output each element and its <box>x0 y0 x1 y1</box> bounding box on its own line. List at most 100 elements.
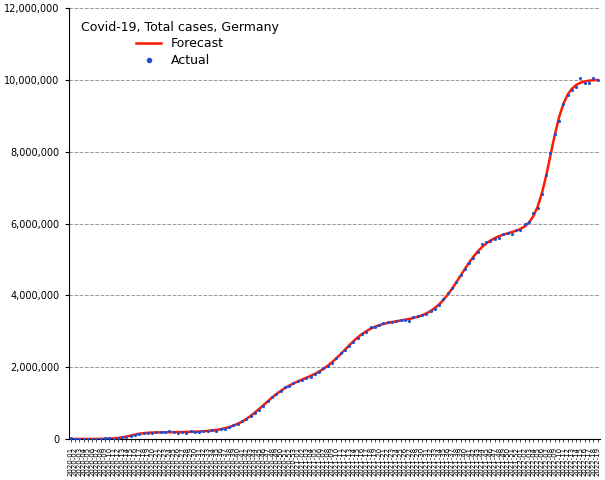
Point <box>426 307 436 315</box>
Legend: Forecast, Actual: Forecast, Actual <box>75 14 285 73</box>
Point <box>486 237 495 245</box>
Point <box>74 435 84 443</box>
Point <box>391 317 401 325</box>
Point <box>301 374 311 382</box>
Point <box>571 83 581 91</box>
Point <box>520 220 529 228</box>
Point <box>323 362 333 370</box>
Point <box>254 406 264 413</box>
Point <box>96 435 105 443</box>
Point <box>537 190 547 198</box>
Point <box>336 349 345 357</box>
Point <box>439 295 448 302</box>
Point <box>126 432 136 440</box>
Point <box>490 235 500 243</box>
Point <box>344 342 354 350</box>
Point <box>160 429 170 436</box>
Point <box>100 434 110 442</box>
Point <box>529 209 538 217</box>
Point <box>524 218 534 226</box>
Point <box>499 230 508 238</box>
Point <box>289 380 298 387</box>
Point <box>443 289 453 297</box>
Point <box>122 433 131 441</box>
Point <box>70 435 80 443</box>
Point <box>546 149 555 157</box>
Point <box>468 254 478 262</box>
Point <box>503 229 512 237</box>
Point <box>198 427 208 435</box>
Point <box>533 204 543 212</box>
Point <box>177 428 187 436</box>
Point <box>182 429 191 437</box>
Point <box>319 364 329 372</box>
Point <box>169 428 178 436</box>
Point <box>91 435 101 443</box>
Point <box>357 330 367 338</box>
Point <box>293 377 302 385</box>
Point <box>250 409 260 417</box>
Point <box>575 74 585 82</box>
Point <box>563 91 572 98</box>
Point <box>173 429 183 436</box>
Point <box>276 387 286 395</box>
Point <box>482 238 491 246</box>
Point <box>79 435 88 443</box>
Point <box>241 415 251 423</box>
Point <box>353 335 362 342</box>
Point <box>258 402 268 409</box>
Point <box>306 373 315 381</box>
Point <box>315 368 324 375</box>
Point <box>105 434 114 442</box>
Point <box>430 305 440 312</box>
Point <box>593 76 603 84</box>
Point <box>212 427 221 434</box>
Point <box>194 428 204 435</box>
Point <box>507 230 517 238</box>
Point <box>550 130 560 137</box>
Point <box>310 370 319 377</box>
Point <box>379 319 388 326</box>
Point <box>515 226 525 234</box>
Point <box>267 393 277 401</box>
Point <box>143 429 152 436</box>
Point <box>404 317 414 324</box>
Point <box>396 316 405 324</box>
Point <box>417 311 427 319</box>
Point <box>332 355 341 362</box>
Point <box>348 338 358 346</box>
Point <box>511 226 521 234</box>
Point <box>464 259 474 266</box>
Point <box>156 429 166 436</box>
Point <box>208 426 217 434</box>
Point <box>151 428 161 436</box>
Point <box>246 412 255 420</box>
Point <box>554 117 564 124</box>
Point <box>460 265 469 273</box>
Point <box>233 420 243 428</box>
Point <box>130 432 140 439</box>
Point <box>413 312 422 320</box>
Point <box>284 382 294 389</box>
Point <box>272 390 281 398</box>
Point <box>263 397 273 405</box>
Point <box>327 360 337 367</box>
Point <box>408 313 418 321</box>
Point <box>224 423 234 431</box>
Point <box>220 425 230 432</box>
Point <box>66 434 76 442</box>
Point <box>580 79 589 86</box>
Point <box>477 240 487 248</box>
Point <box>541 171 551 179</box>
Point <box>387 318 397 326</box>
Point <box>567 86 577 94</box>
Point <box>134 430 144 437</box>
Point <box>340 346 350 354</box>
Point <box>558 100 568 108</box>
Point <box>365 324 375 331</box>
Point <box>447 284 457 292</box>
Point <box>422 311 431 318</box>
Point <box>117 433 127 441</box>
Point <box>473 248 482 255</box>
Point <box>216 426 226 433</box>
